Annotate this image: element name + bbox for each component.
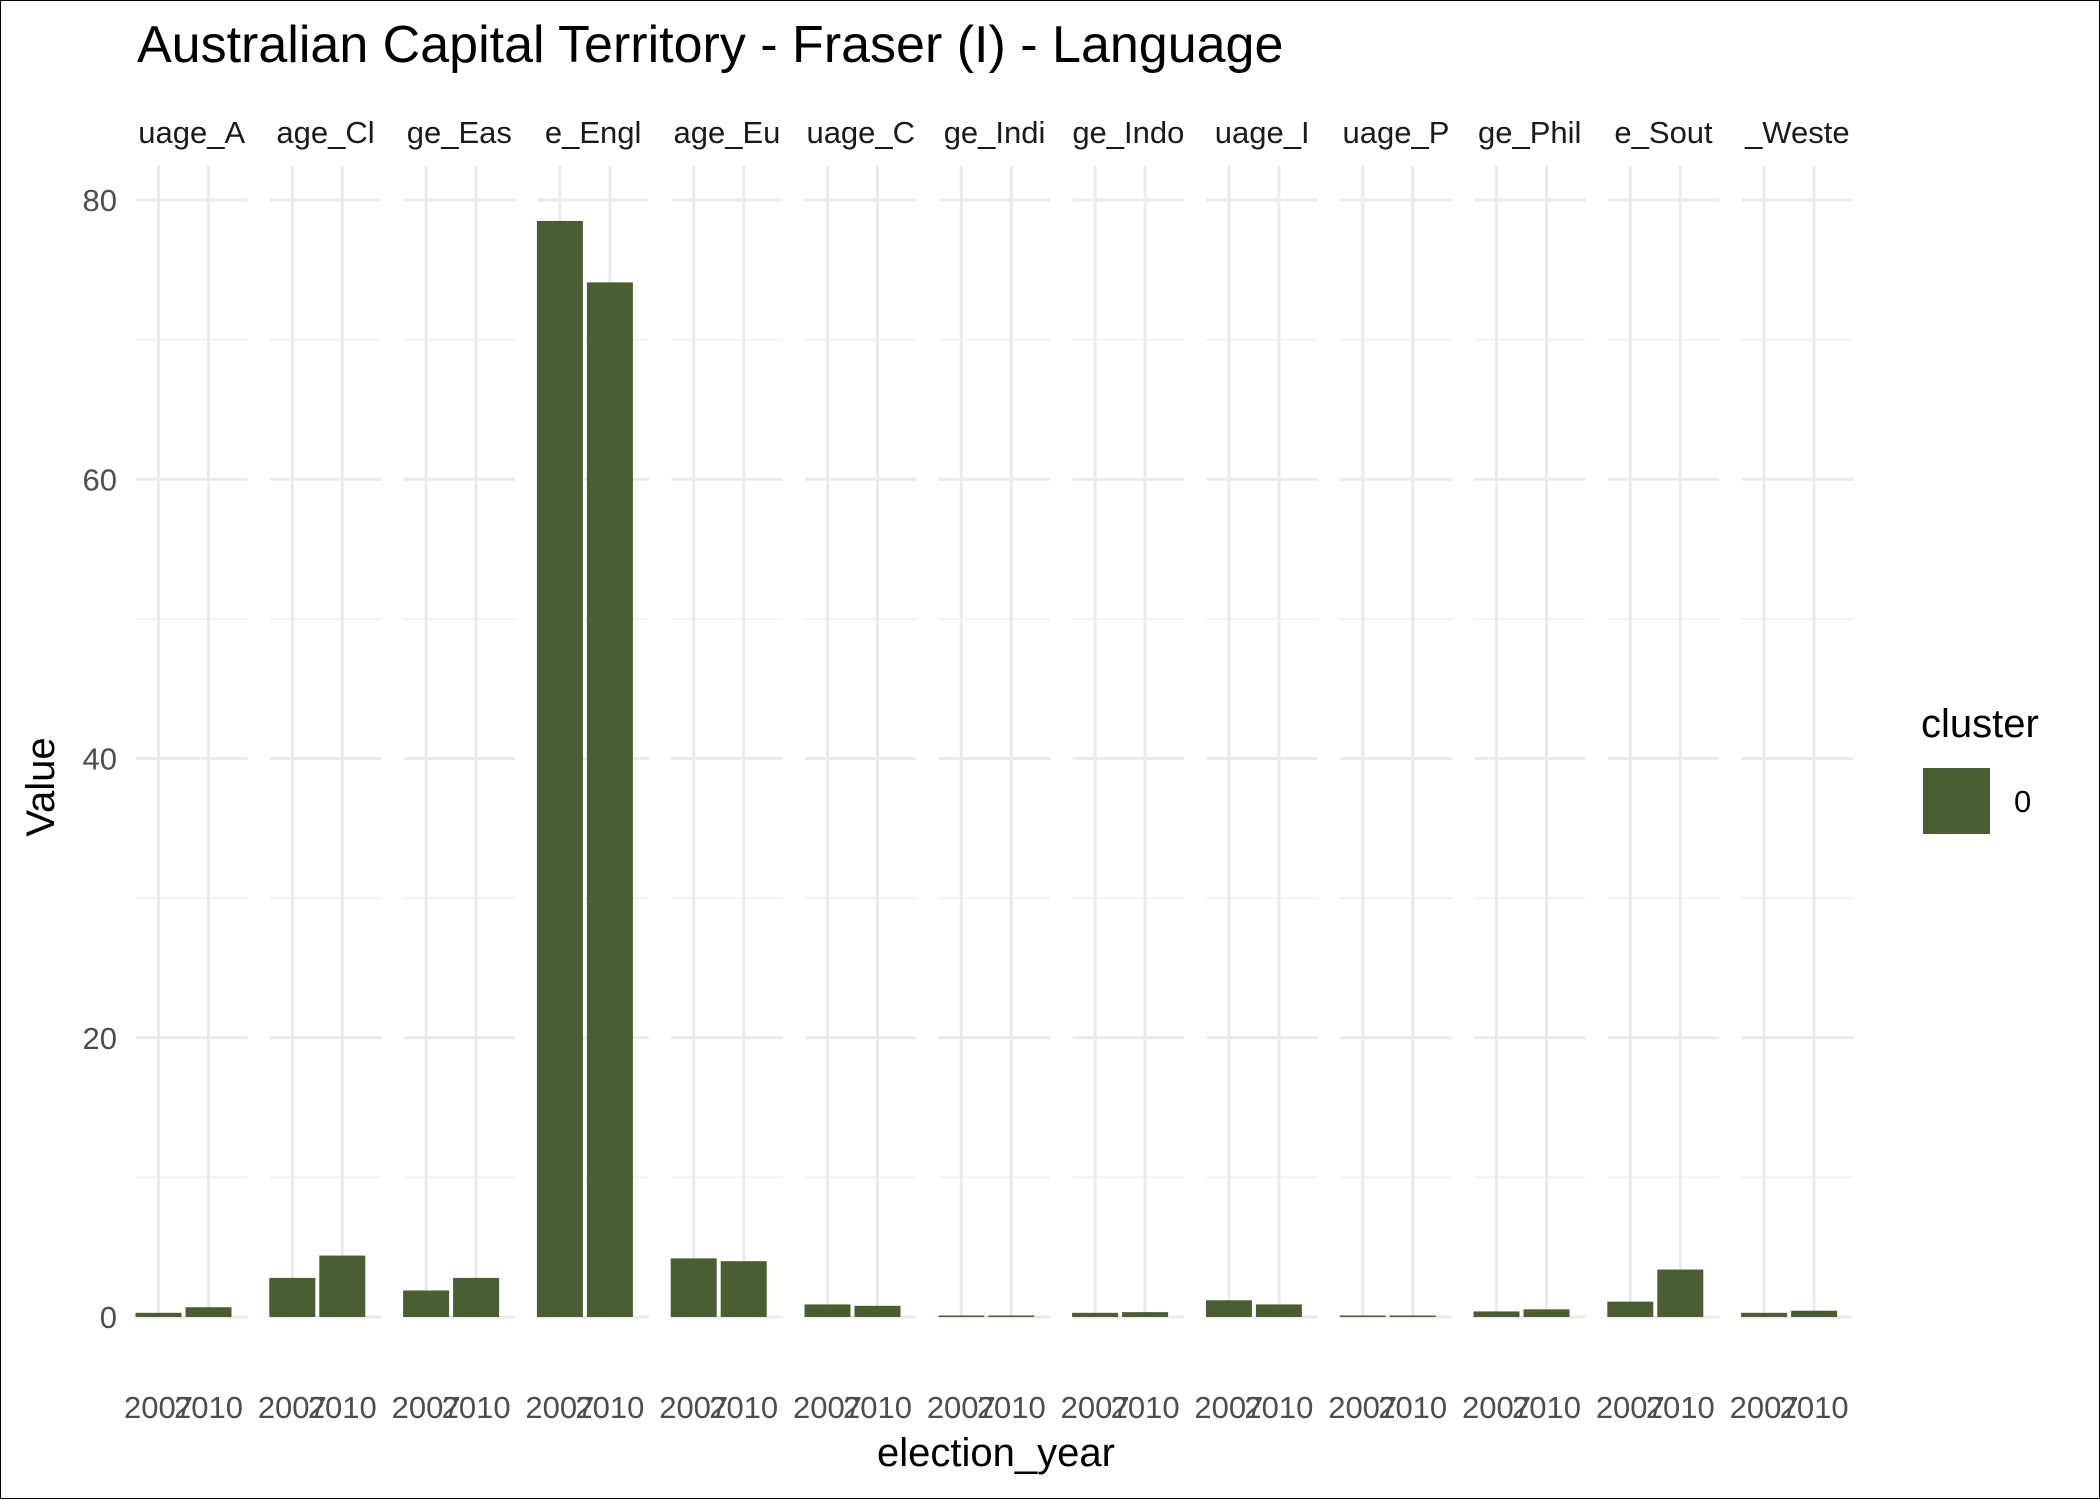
bar-e_Sout-2007 [1607,1301,1654,1317]
facet-label: uage_I [1215,115,1310,150]
y-tick-label: 80 [83,183,117,218]
bar-uage_A-2007 [135,1312,182,1317]
x-tick-label: 2010 [308,1390,377,1425]
x-tick-label: 2007 [124,1390,193,1425]
x-tick-label: 2010 [1512,1390,1581,1425]
bars [135,220,1838,1318]
x-tick-label: 2010 [1378,1390,1447,1425]
y-axis-ticks: 0 20 40 60 80 [83,183,117,1335]
bar-uage_P-2010 [1389,1315,1436,1317]
y-tick-label: 40 [83,742,117,777]
x-tick-label: 2010 [1244,1390,1313,1425]
x-tick-label: 2010 [709,1390,778,1425]
x-tick-label: 2007 [1462,1390,1531,1425]
x-tick-label: 2010 [843,1390,912,1425]
bar-uage_C-2010 [854,1305,901,1317]
x-tick-label: 2010 [442,1390,511,1425]
x-tick-label: 2007 [1596,1390,1665,1425]
facet-label: ge_Phil [1478,115,1581,150]
bar-ge_Eas-2010 [453,1277,500,1317]
x-tick-label: 2010 [977,1390,1046,1425]
x-tick-label: 2010 [1780,1390,1849,1425]
x-tick-label: 2007 [392,1390,461,1425]
facet-label: _Weste [1744,115,1850,150]
bar-ge_Indo-2007 [1072,1312,1119,1317]
bar-uage_P-2007 [1339,1315,1386,1317]
bar-age_Eu-2010 [720,1261,767,1317]
bar-ge_Indi-2010 [988,1315,1035,1317]
x-tick-label: 2007 [258,1390,327,1425]
grid [136,166,1854,1319]
x-tick-label: 2007 [659,1390,728,1425]
legend-title: cluster [1921,702,2039,746]
bar-ge_Indo-2010 [1122,1312,1169,1317]
x-tick-label: 2007 [1194,1390,1263,1425]
facet-label: age_Cl [276,115,374,150]
bar-age_Eu-2007 [670,1258,717,1317]
x-axis-title: election_year [877,1431,1115,1475]
x-tick-label: 2007 [525,1390,594,1425]
bar-e_Engl-2010 [586,282,633,1317]
bar-uage_C-2007 [804,1304,851,1317]
bar-e_Engl-2007 [536,220,583,1318]
bar-age_Cl-2010 [319,1255,366,1317]
facet-label: uage_C [806,115,915,150]
x-tick-label: 2010 [1646,1390,1715,1425]
x-tick-label: 2010 [575,1390,644,1425]
bar-uage_I-2007 [1205,1300,1252,1317]
x-tick-label: 2010 [1111,1390,1180,1425]
facet-label: uage_P [1343,115,1450,150]
bar-_Weste-2010 [1791,1310,1838,1317]
facet-label: ge_Indo [1072,115,1184,150]
x-tick-label: 2007 [927,1390,996,1425]
bar-ge_Indi-2007 [938,1315,985,1317]
x-tick-label: 2010 [174,1390,243,1425]
facet-label: e_Sout [1614,115,1713,150]
facet-label: age_Eu [674,115,781,150]
facet-label: e_Engl [545,115,642,150]
bar-e_Sout-2010 [1657,1269,1704,1317]
y-tick-label: 0 [100,1300,117,1335]
x-tick-label: 2007 [1061,1390,1130,1425]
legend: cluster 0 [1921,702,2039,834]
legend-key-0 [1923,768,1990,834]
x-tick-label: 2007 [1730,1390,1799,1425]
facet-label: ge_Indi [944,115,1046,150]
legend-label-0: 0 [2014,784,2031,819]
x-tick-label: 2007 [793,1390,862,1425]
bar-ge_Phil-2007 [1473,1311,1520,1317]
bar-ge_Eas-2007 [403,1290,450,1317]
bar-age_Cl-2007 [269,1277,316,1317]
y-tick-label: 60 [83,462,117,497]
bar-_Weste-2007 [1741,1312,1788,1317]
x-tick-label: 2007 [1328,1390,1397,1425]
bar-uage_I-2010 [1255,1304,1302,1317]
bar-ge_Phil-2010 [1523,1309,1570,1317]
facet-label: uage_A [138,115,245,150]
facet-label: ge_Eas [407,115,512,150]
y-axis-title: Value [19,737,63,836]
bar-uage_A-2010 [185,1307,232,1317]
y-tick-label: 20 [83,1021,117,1056]
chart-title: Australian Capital Territory - Fraser (I… [137,16,1283,74]
facet-strips: uage_A age_Cl ge_Eas e_Engl age_Eu uage_C ge_I… [138,115,1849,150]
